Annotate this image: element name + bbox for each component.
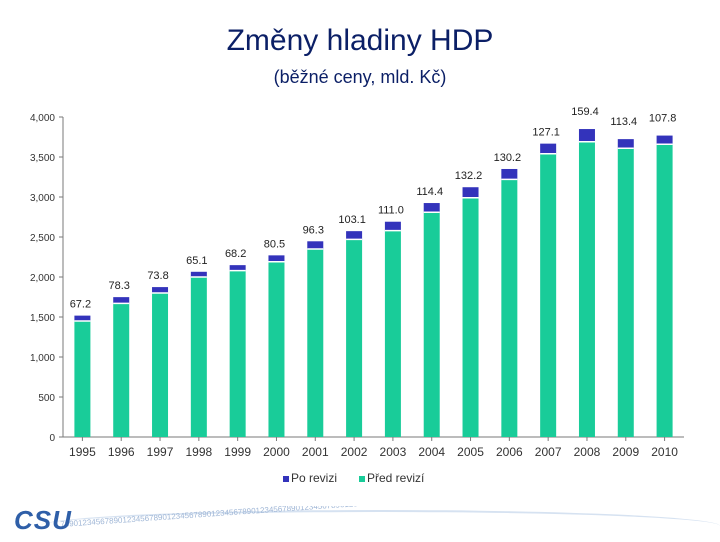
bar-po-revizi (540, 143, 557, 154)
data-label: 114.4 (416, 186, 443, 198)
bar-pred-revizi (229, 270, 246, 437)
y-tick-label: 2,500 (30, 233, 55, 244)
bar-pred-revizi (501, 179, 518, 437)
bar-po-revizi (617, 139, 634, 149)
x-tick-label: 2001 (302, 445, 329, 459)
bar-pred-revizi (152, 293, 169, 437)
y-tick-label: 3,000 (30, 193, 55, 204)
data-label: 80.5 (264, 238, 285, 250)
data-label: 96.3 (303, 224, 324, 236)
bar-pred-revizi (190, 277, 207, 437)
bar-pred-revizi (617, 148, 634, 437)
y-tick-label: 1,000 (30, 353, 55, 364)
data-label: 103.1 (338, 214, 366, 226)
bar-po-revizi (190, 271, 207, 277)
data-label: 68.2 (225, 248, 246, 260)
data-label: 65.1 (186, 255, 207, 267)
legend-swatch-pred-revizi (359, 476, 365, 482)
bar-po-revizi (462, 187, 479, 198)
chart-title: Změny hladiny HDP (226, 24, 494, 57)
data-label: 111.0 (378, 205, 404, 217)
bar-po-revizi (307, 241, 324, 249)
csu-logo: CSU (14, 505, 72, 535)
data-label: 67.2 (70, 299, 91, 311)
x-tick-label: 2003 (380, 445, 407, 459)
bar-pred-revizi (74, 321, 91, 437)
bar-pred-revizi (462, 197, 479, 437)
y-tick-label: 0 (49, 433, 55, 444)
x-tick-label: 2007 (535, 445, 562, 459)
data-label: 73.8 (147, 270, 168, 282)
x-tick-label: 1999 (224, 445, 251, 459)
bar-po-revizi (74, 315, 91, 321)
bar-po-revizi (656, 135, 673, 145)
bar-pred-revizi (113, 303, 130, 437)
bar-pred-revizi (656, 144, 673, 437)
x-tick-label: 2010 (651, 445, 678, 459)
data-label: 127.1 (532, 127, 560, 139)
bar-po-revizi (423, 203, 440, 213)
bar-po-revizi (578, 129, 595, 142)
bar-pred-revizi (384, 230, 401, 437)
legend-label-pred-revizi: Před revizí (367, 471, 425, 485)
y-tick-label: 1,500 (30, 313, 55, 324)
y-tick-label: 3,500 (30, 153, 55, 164)
y-tick-label: 500 (38, 393, 55, 404)
x-tick-label: 1997 (147, 445, 174, 459)
data-label: 113.4 (610, 116, 637, 128)
y-tick-label: 2,000 (30, 273, 55, 284)
data-label: 107.8 (649, 113, 677, 125)
logo-strip-text: 7890123456789012345678901234567890123456… (60, 506, 523, 529)
bar-po-revizi (384, 221, 401, 231)
bar-po-revizi (229, 265, 246, 271)
logo-swoosh (40, 510, 720, 542)
bar-pred-revizi (346, 239, 363, 437)
x-tick-label: 2000 (263, 445, 290, 459)
x-tick-label: 1996 (108, 445, 135, 459)
data-label: 130.2 (494, 152, 522, 164)
bar-po-revizi (501, 168, 518, 180)
data-label: 78.3 (109, 280, 130, 292)
logo-number-strip: 7890123456789012345678901234567890123456… (60, 506, 720, 540)
x-tick-label: 2005 (457, 445, 484, 459)
bar-po-revizi (152, 287, 169, 293)
bar-po-revizi (346, 231, 363, 240)
x-tick-label: 1995 (69, 445, 96, 459)
bar-pred-revizi (307, 249, 324, 437)
x-tick-label: 2008 (574, 445, 601, 459)
bar-pred-revizi (540, 153, 557, 438)
x-tick-label: 1998 (185, 445, 212, 459)
data-label: 159.4 (571, 106, 599, 118)
bar-pred-revizi (578, 141, 595, 438)
legend-label-po-revizi: Po revizi (291, 471, 337, 485)
y-tick-label: 4,000 (30, 113, 55, 124)
legend-swatch-po-revizi (283, 476, 289, 482)
chart-subtitle: (běžné ceny, mld. Kč) (273, 67, 447, 87)
bar-pred-revizi (268, 261, 285, 437)
x-tick-label: 2009 (612, 445, 639, 459)
x-tick-label: 2002 (341, 445, 368, 459)
bar-pred-revizi (423, 212, 440, 437)
x-tick-label: 2004 (418, 445, 445, 459)
bar-po-revizi (268, 255, 285, 262)
bar-po-revizi (113, 297, 130, 304)
x-tick-label: 2006 (496, 445, 523, 459)
data-label: 132.2 (455, 170, 483, 182)
